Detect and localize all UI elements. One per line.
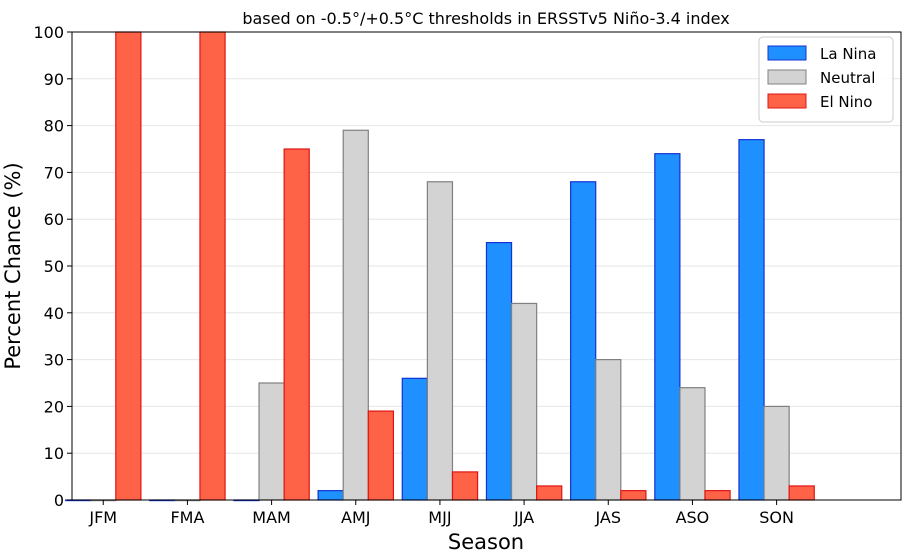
legend-label: El Nino [820, 93, 873, 111]
bar-neutral-aso [679, 387, 706, 501]
y-tick-label: 20 [44, 397, 64, 416]
bar-el-nino-jfm [115, 31, 142, 501]
legend-swatch-la-nina [767, 45, 807, 61]
bar-la-nina-son [738, 139, 765, 501]
bar-la-nina-aso [654, 153, 681, 501]
bar-neutral-mjj [426, 181, 454, 501]
bar-el-nino-fma [199, 31, 226, 501]
bar-la-nina-mjj [401, 377, 428, 501]
x-tick-label: JJA [513, 508, 534, 527]
chart-title: based on -0.5°/+0.5°C thresholds in ERSS… [242, 9, 729, 28]
y-tick-label: 80 [44, 117, 64, 136]
y-tick-label: 40 [44, 304, 64, 323]
y-tick-label: 90 [44, 70, 64, 89]
x-tick-label: FMA [170, 508, 204, 527]
bar-neutral-jas [595, 359, 622, 501]
x-axis-title: Season [448, 530, 524, 554]
x-tick-label: JFM [88, 508, 117, 527]
y-tick-label: 50 [44, 257, 64, 276]
bar-el-nino-mjj [451, 471, 479, 501]
x-tick-label: ASO [676, 508, 710, 527]
legend-swatch-neutral [767, 69, 807, 85]
y-tick-label: 60 [44, 210, 64, 229]
bar-el-nino-mam [283, 148, 310, 501]
y-tick-label: 10 [44, 444, 64, 463]
legend-label: La Nina [820, 45, 876, 63]
x-tick-label: JAS [594, 508, 621, 527]
bars [64, 31, 815, 502]
bar-neutral-mam [258, 382, 285, 501]
bar-neutral-son [763, 405, 790, 501]
y-axis-ticks: 0 10 20 30 40 50 60 70 80 90 100 [33, 23, 72, 510]
x-tick-label: AMJ [341, 508, 370, 527]
y-tick-label: 30 [44, 351, 64, 370]
legend: La Nina Neutral El Nino [758, 36, 894, 123]
x-axis-ticks: JFM FMA MAM AMJ MJJ JJA JAS ASO SON [88, 500, 794, 527]
y-tick-label: 0 [54, 491, 64, 510]
bar-el-nino-amj [367, 410, 395, 501]
y-axis-title: Percent Chance (%) [1, 162, 25, 369]
legend-swatch-el-nino [767, 93, 807, 109]
bar-el-nino-son [788, 485, 815, 501]
bar-el-nino-aso [704, 490, 731, 501]
plot-frame [71, 31, 902, 501]
bar-neutral-jja [510, 302, 538, 501]
bar-la-nina-jas [570, 181, 597, 501]
bar-la-nina-jja [485, 242, 513, 501]
y-tick-label: 100 [33, 23, 64, 42]
x-tick-label: MAM [252, 508, 291, 527]
legend-label: Neutral [820, 69, 875, 87]
x-tick-label: SON [759, 508, 794, 527]
bar-el-nino-jas [620, 490, 647, 501]
bar-la-nina-amj [317, 490, 344, 501]
x-tick-label: MJJ [428, 508, 451, 527]
bar-neutral-amj [342, 129, 369, 501]
y-tick-label: 70 [44, 163, 64, 182]
bar-el-nino-jja [536, 485, 563, 501]
